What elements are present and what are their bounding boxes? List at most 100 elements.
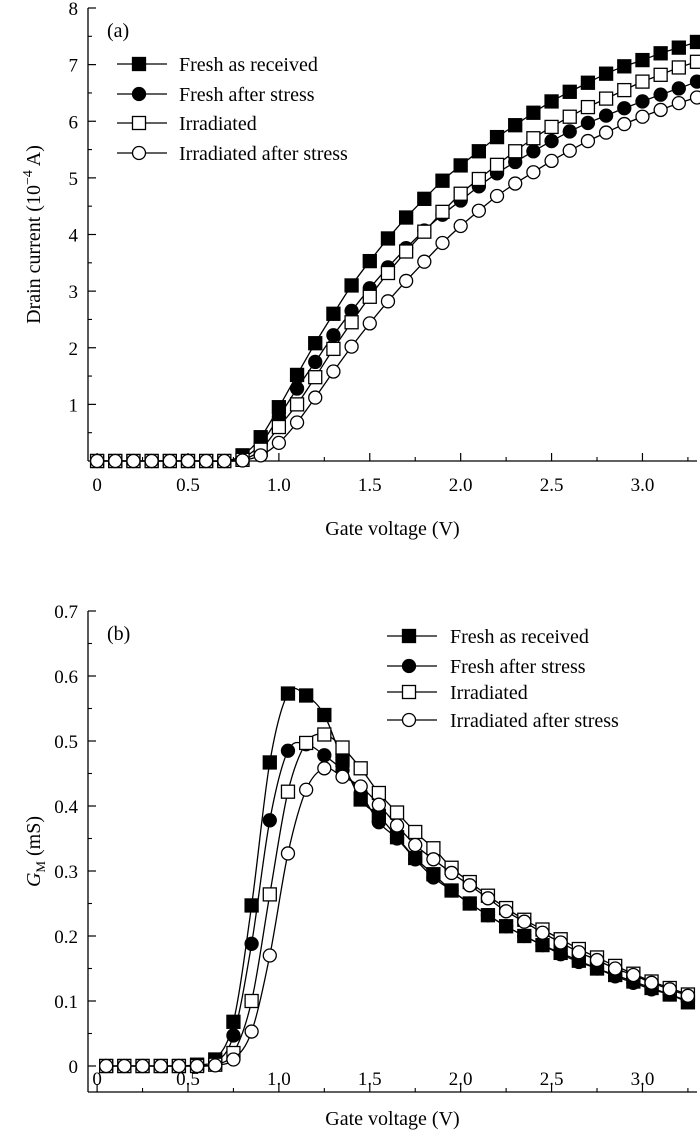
x-tick-label: 2.5: [540, 1069, 564, 1090]
data-point: [89, 453, 105, 469]
y-tick-label: 0: [69, 1057, 79, 1078]
data-point: [635, 94, 650, 109]
data-point: [398, 273, 414, 289]
data-point: [244, 993, 259, 1009]
data-point: [598, 91, 614, 106]
data-point: [298, 688, 314, 703]
panel-a-drain-current: 0 0.5 1.0 1.5 2.0 2.5 3.0 1 2 3 4 5 6 7 8 Gate voltage …: [21, 0, 700, 540]
data-point: [262, 948, 277, 963]
y-tick-label: 0.5: [54, 732, 78, 753]
data-point: [362, 253, 377, 269]
data-point: [653, 102, 668, 118]
data-point: [544, 119, 559, 135]
legend-marker: [131, 56, 147, 72]
x-axis-label: Gate voltage (V): [325, 518, 459, 540]
data-point: [580, 75, 596, 90]
data-point: [344, 339, 359, 354]
data-point: [662, 982, 677, 997]
data-point: [353, 761, 368, 776]
data-point: [562, 143, 577, 158]
data-point: [517, 914, 532, 929]
data-point: [671, 95, 686, 111]
y-label-unit: A): [23, 145, 45, 170]
data-point: [635, 109, 650, 124]
y-label-symbol: G: [23, 872, 45, 887]
data-point: [162, 453, 177, 469]
y-tick-label: 0.1: [54, 992, 78, 1013]
data-point: [644, 975, 659, 990]
y-tick-label: 4: [69, 226, 79, 247]
data-point: [308, 354, 323, 370]
data-point: [317, 748, 332, 763]
y-tick-label: 0.4: [54, 797, 78, 818]
x-tick-label: 2.5: [540, 475, 564, 496]
data-point: [680, 988, 696, 1003]
data-point: [635, 74, 650, 89]
y-axis-label: GM (mS): [23, 816, 48, 887]
x-tick-label: 1.5: [358, 1069, 382, 1090]
axes: [87, 611, 697, 1093]
data-point: [526, 131, 541, 146]
data-point: [589, 952, 605, 968]
data-point: [335, 769, 350, 784]
data-point: [653, 87, 668, 102]
data-point: [408, 824, 423, 840]
y-tick-label: 7: [69, 56, 79, 77]
data-point: [535, 925, 550, 940]
data-point: [526, 144, 541, 159]
data-point: [417, 224, 432, 239]
data-point: [244, 898, 259, 913]
y-tick-label: 0.6: [54, 667, 78, 688]
data-point: [371, 797, 387, 812]
data-point: [371, 785, 387, 801]
legend: Fresh as received Fresh after stress Irrad…: [387, 626, 619, 732]
data-point: [135, 1058, 150, 1074]
y-label-unit: (mS): [23, 816, 45, 861]
data-point: [235, 453, 250, 468]
y-tick-label: 8: [69, 0, 79, 20]
data-point: [144, 453, 159, 469]
data-point: [480, 891, 496, 906]
data-point: [289, 381, 305, 396]
data-point: [508, 118, 523, 133]
data-point: [326, 306, 341, 321]
series-irradiated-after-stress: [99, 761, 696, 1074]
data-point: [444, 865, 459, 881]
data-point: [171, 1058, 187, 1074]
data-point: [544, 133, 559, 149]
data-point: [471, 171, 487, 187]
data-point: [189, 1058, 205, 1074]
data-point: [326, 341, 341, 357]
data-point: [262, 887, 277, 902]
data-point: [426, 852, 441, 867]
data-point: [489, 129, 505, 145]
data-point: [226, 1028, 241, 1043]
data-point: [344, 315, 359, 330]
data-point: [262, 813, 277, 828]
series-irradiated-after-stress: [89, 90, 700, 469]
data-point: [280, 846, 296, 861]
legend-entry: Fresh as received: [450, 626, 589, 648]
x-tick-label: 0: [92, 475, 102, 496]
data-point: [553, 935, 568, 950]
data-point: [635, 52, 650, 68]
data-point: [371, 815, 387, 830]
data-point: [626, 967, 641, 983]
y-ticks: 1 2 3 4 5 6 7 8: [69, 0, 96, 434]
data-point: [308, 390, 323, 405]
panel-b-transconductance: 0 0.5 1.0 1.5 2.0 2.5 3.0 0 0.1 0.2 0.3 0.4 0.5 0.6 0.…: [23, 602, 697, 1130]
data-point: [308, 370, 323, 385]
data-point: [471, 144, 487, 159]
y-tick-label: 0.3: [54, 862, 78, 883]
data-point: [335, 740, 350, 755]
data-point: [671, 60, 686, 75]
x-tick-label: 3.0: [631, 1069, 655, 1090]
y-tick-label: 1: [69, 395, 79, 416]
data-point: [544, 153, 559, 169]
data-point: [689, 34, 700, 50]
data-point: [580, 115, 596, 131]
x-tick-label: 0: [92, 1069, 102, 1090]
series-fresh-as-received: [99, 686, 696, 1074]
data-point: [117, 1058, 132, 1074]
